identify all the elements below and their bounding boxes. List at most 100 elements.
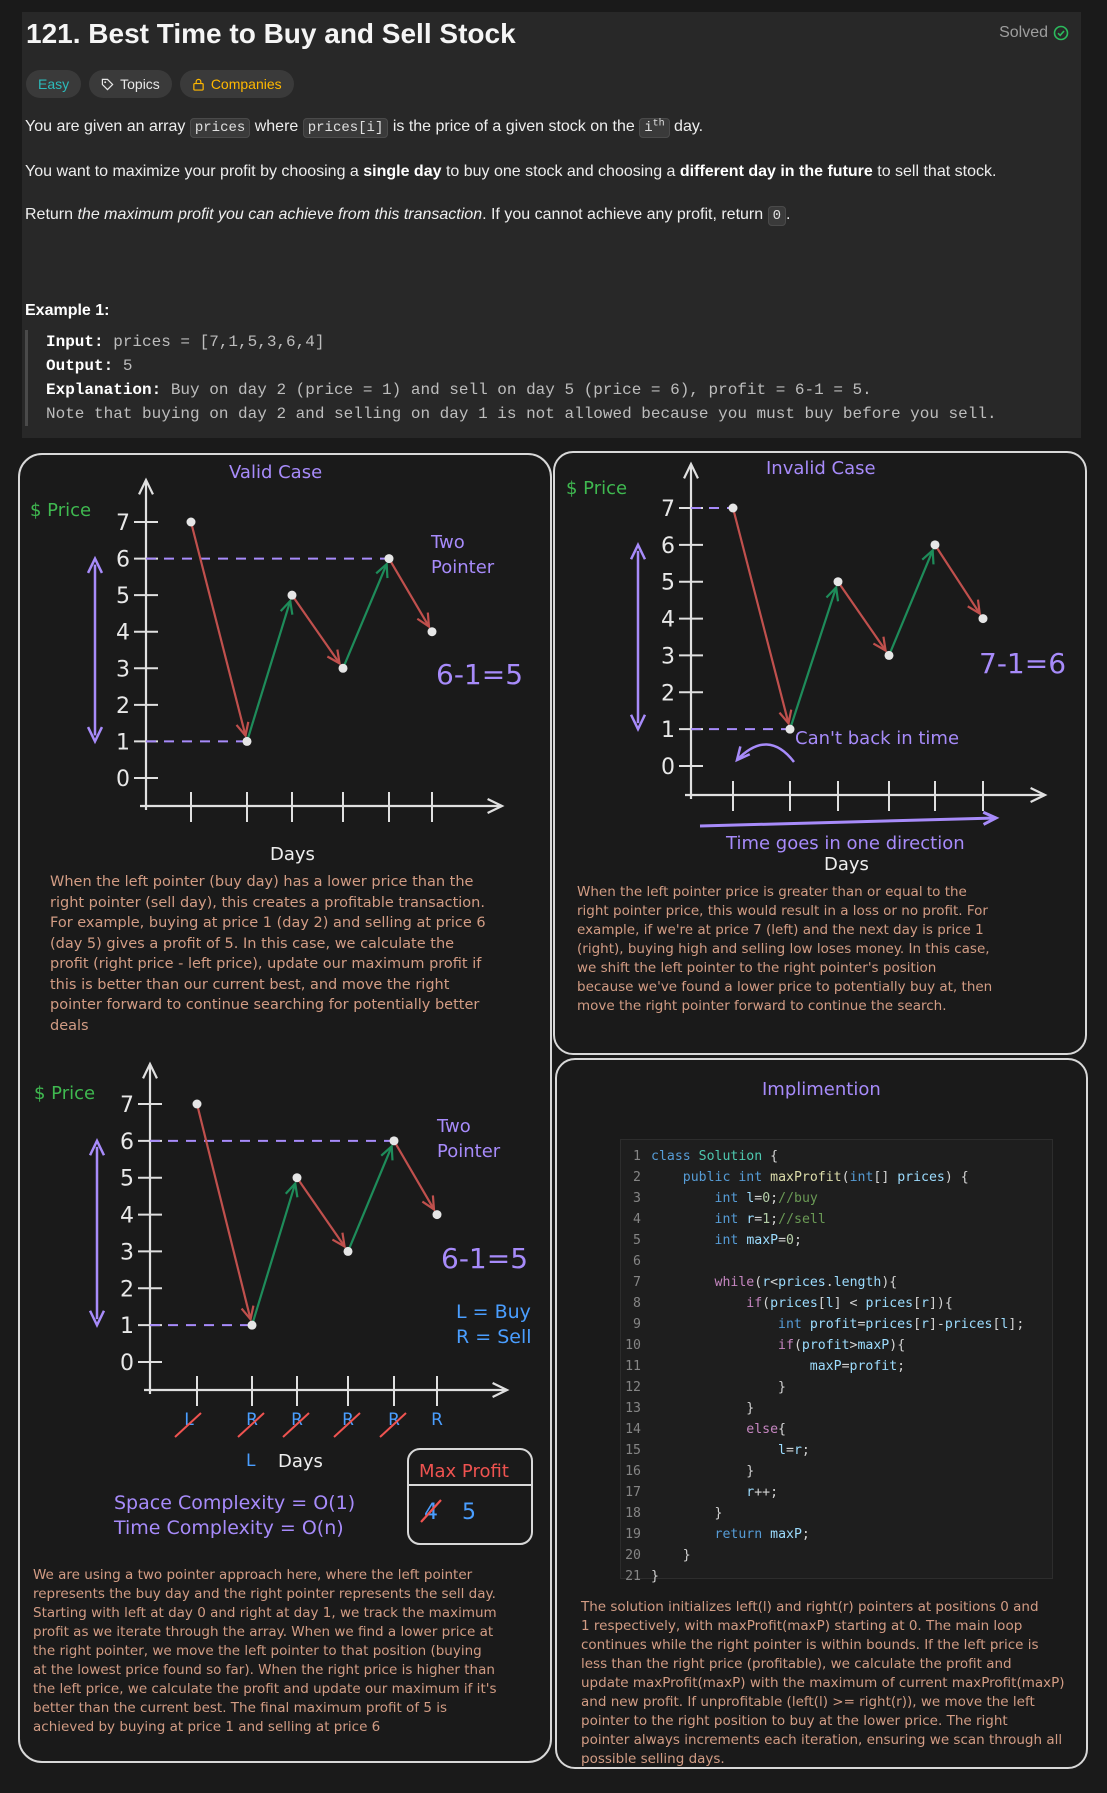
code-line: 11 maxP=profit; — [621, 1356, 1052, 1377]
valid-case-description-line: deals — [50, 1017, 89, 1034]
valid-case-description-line: For example, buying at price 1 (day 2) a… — [50, 915, 486, 931]
walkthrough-description-line: Starting with left at day 0 and right at… — [33, 1605, 497, 1621]
invalid-case-description-line: When the left pointer price is greater t… — [577, 884, 967, 900]
invalid-case-description: When the left pointer price is greater t… — [577, 883, 992, 1016]
description-paragraph-1: You are given an array prices where pric… — [25, 118, 704, 138]
code-line: 9 int profit=prices[r]-prices[l]; — [621, 1314, 1052, 1335]
implementation-description-line: 1 respectively, with maxProfit(maxP) sta… — [581, 1618, 1023, 1634]
code-text: } — [651, 1506, 723, 1521]
code-line: 17 r++; — [621, 1482, 1052, 1503]
implementation-description-line: The solution initializes left(l) and rig… — [581, 1599, 1039, 1615]
line-number: 9 — [633, 1317, 641, 1332]
valid-case-title: Valid Case — [229, 462, 323, 483]
topics-tag[interactable]: Topics — [89, 70, 172, 98]
line-number: 6 — [633, 1254, 641, 1269]
line-number: 21 — [625, 1569, 641, 1584]
code-line: 13 } — [621, 1398, 1052, 1419]
code-text: } — [651, 1401, 755, 1416]
implementation-description-line: and new profit. If unprofitable (left(l)… — [581, 1694, 1035, 1710]
code-text: } — [651, 1548, 691, 1563]
code-text: maxP=profit; — [809, 1359, 906, 1374]
walkthrough-description-line: the left price, we calculate the profit … — [33, 1681, 497, 1697]
code-line: 5 int maxP=0; — [621, 1230, 1052, 1251]
walkthrough-description-line: at the lowest price found so far). When … — [33, 1662, 495, 1678]
line-number: 19 — [625, 1527, 641, 1542]
code-line: 10 if(profit>maxP){ — [621, 1335, 1052, 1356]
code-line: 14 else{ — [621, 1419, 1052, 1440]
code-text: } — [651, 1380, 786, 1395]
valid-case-description-line: right pointer (sell day), this creates a… — [50, 894, 485, 911]
invalid-case-description-line: we shift the left pointer to the right p… — [577, 960, 937, 976]
code-line: 8 if(prices[l] < prices[r]){ — [621, 1293, 1052, 1314]
valid-case-description-line: this is better than our current best, an… — [50, 976, 450, 993]
code-line: 7 while(r<prices.length){ — [621, 1272, 1052, 1293]
code-text: class Solution { — [651, 1149, 779, 1164]
valid-case-description-line: profit (right price - left price), updat… — [50, 956, 482, 972]
code-text: if(profit>maxP){ — [778, 1338, 906, 1353]
code-text: int l=0;//buy — [714, 1191, 818, 1206]
invalid-case-panel — [553, 451, 1087, 1055]
code-text: int maxP=0; — [714, 1233, 802, 1248]
code-line: 21} — [621, 1566, 1052, 1587]
code-line: 1 class Solution { — [621, 1146, 1052, 1167]
code-prices: prices — [189, 118, 251, 138]
invalid-case-description-line: move the right pointer forward to contin… — [577, 998, 947, 1014]
walkthrough-description-line: the right pointer, we move the left poin… — [33, 1643, 482, 1659]
walkthrough-description-line: We are using a two pointer approach here… — [33, 1567, 473, 1583]
implementation-description-line: update maxProfit(maxP) with the maximum … — [581, 1675, 1065, 1691]
code-text: return maxP; — [714, 1527, 810, 1542]
implementation-description-line: pointer to the right position to buy at … — [581, 1713, 1008, 1729]
code-line: 15 l=r; — [621, 1440, 1052, 1461]
valid-case-description-line: When the left pointer (buy day) has a lo… — [50, 874, 474, 890]
implementation-panel — [555, 1058, 1088, 1769]
code-prices-i: prices[i] — [302, 118, 389, 138]
line-number: 16 — [625, 1464, 641, 1479]
code-line: 6 — [621, 1251, 1052, 1272]
check-circle-icon — [1053, 25, 1069, 41]
code-ith: ith — [639, 118, 670, 138]
valid-case-panel — [18, 453, 552, 1763]
companies-tag[interactable]: Companies — [179, 70, 294, 98]
lock-icon — [193, 78, 204, 91]
line-number: 2 — [633, 1170, 641, 1185]
line-number: 12 — [625, 1380, 641, 1395]
code-text: } — [651, 1569, 659, 1584]
code-editor[interactable]: 1 class Solution { 2 public int maxProfit(… — [620, 1139, 1053, 1584]
code-line: 16 } — [621, 1461, 1052, 1482]
code-text: while(r<prices.length){ — [714, 1275, 898, 1290]
valid-case-description-line: pointer forward to continue searching fo… — [50, 997, 480, 1013]
code-line: 18 } — [621, 1503, 1052, 1524]
solved-label: Solved — [999, 24, 1048, 41]
problem-panel: 121. Best Time to Buy and Sell Stock Sol… — [22, 12, 1081, 438]
tag-bar: Easy Topics Companies — [26, 70, 294, 98]
line-number: 14 — [625, 1422, 641, 1437]
walkthrough-description-line: profit as we iterate through the array. … — [33, 1624, 494, 1640]
implementation-description-line: possible selling days. — [581, 1751, 725, 1767]
example-block: Input: prices = [7,1,5,3,6,4] Output: 5 Ex… — [25, 330, 1075, 426]
line-number: 15 — [625, 1443, 641, 1458]
line-number: 18 — [625, 1506, 641, 1521]
code-zero: 0 — [767, 206, 786, 226]
implementation-description-line: continues while the right pointer is wit… — [581, 1637, 1039, 1653]
line-number: 4 — [633, 1212, 641, 1227]
tag-icon — [101, 78, 114, 90]
line-number: 1 — [633, 1149, 641, 1164]
walkthrough-description: We are using a two pointer approach here… — [33, 1566, 497, 1737]
description-paragraph-3: Return the maximum profit you can achiev… — [25, 206, 791, 226]
invalid-case-title: Invalid Case — [766, 458, 876, 479]
invalid-case-description-line: right pointer price, this would result i… — [577, 903, 988, 919]
code-text: } — [651, 1464, 755, 1479]
solved-status: Solved — [999, 24, 1069, 42]
code-line: 4 int r=1;//sell — [621, 1209, 1052, 1230]
walkthrough-description-line: achieved by buying at price 1 and sellin… — [33, 1719, 381, 1735]
difficulty-tag[interactable]: Easy — [26, 70, 82, 98]
code-line: 2 public int maxProfit(int[] prices) { — [621, 1167, 1052, 1188]
code-line: 12 } — [621, 1377, 1052, 1398]
code-line: 19 return maxP; — [621, 1524, 1052, 1545]
line-number: 20 — [625, 1548, 641, 1563]
valid-case-description: When the left pointer (buy day) has a lo… — [50, 872, 486, 1036]
valid-case-description-line: (day 5) gives a profit of 5. In this cas… — [50, 935, 455, 952]
invalid-case-description-line: example, if we're at price 7 (left) and … — [577, 922, 984, 938]
code-text: public int maxProfit(int[] prices) { — [682, 1170, 969, 1185]
code-text: r++; — [746, 1485, 779, 1500]
